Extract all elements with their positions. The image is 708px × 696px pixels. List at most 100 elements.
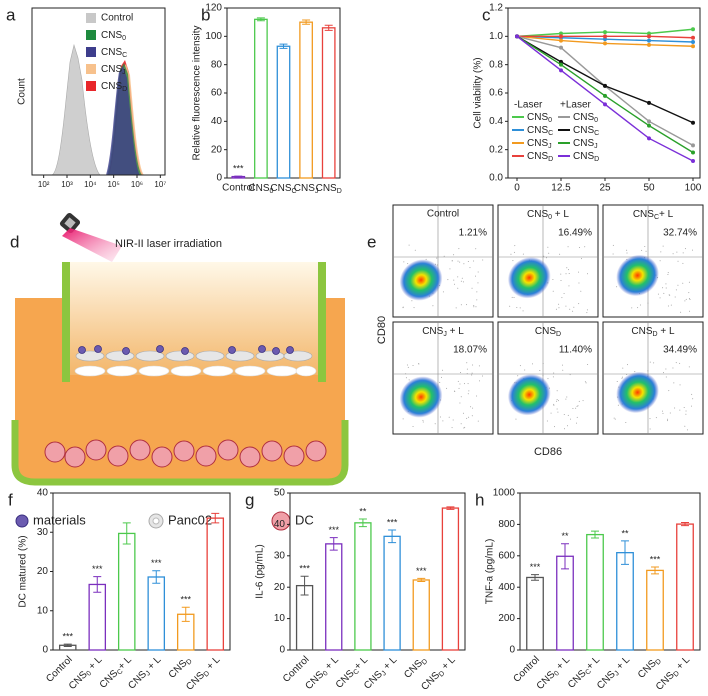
bar xyxy=(383,535,401,651)
event-dot xyxy=(553,372,555,374)
event-dot xyxy=(662,287,664,289)
event-dot xyxy=(522,253,524,255)
event-dot xyxy=(665,287,667,289)
event-dot xyxy=(412,426,414,428)
flow-title: CNSC+ L xyxy=(633,209,674,222)
event-dot xyxy=(563,293,565,295)
legend-title: +Laser xyxy=(560,100,592,111)
y-axis-label: Cell viability (%) xyxy=(473,57,484,128)
point xyxy=(603,30,607,35)
event-dot xyxy=(690,405,692,407)
plot-frame xyxy=(519,492,701,651)
x-tick-label: 10⁴ xyxy=(84,180,97,189)
event-dot xyxy=(471,374,473,376)
error-bar xyxy=(417,577,426,583)
event-dot xyxy=(572,310,574,312)
event-dot xyxy=(679,384,681,386)
x-tick-label: CNS0 + L xyxy=(67,654,106,693)
y-axis-label: IL-6 (pg/mL) xyxy=(255,544,266,598)
error-bar xyxy=(122,522,131,545)
event-dot xyxy=(481,375,483,377)
error-bar xyxy=(388,529,397,544)
y-axis-label: Relative fluorescence intensity xyxy=(192,25,203,160)
event-dot xyxy=(679,409,681,411)
point xyxy=(647,34,651,39)
point xyxy=(515,34,519,39)
event-dot xyxy=(555,308,557,310)
event-dot xyxy=(439,416,441,418)
event-dot xyxy=(455,307,457,309)
point xyxy=(691,44,695,49)
bar xyxy=(325,543,343,651)
event-dot xyxy=(662,412,664,414)
event-dot xyxy=(558,307,560,309)
event-dot xyxy=(666,420,668,422)
x-tick-label: 25 xyxy=(599,183,611,194)
y-axis-label: TNF-a (pg/mL) xyxy=(485,539,496,605)
gate-percent: 1.21% xyxy=(459,228,487,239)
x-tick-label: CNSJ + L xyxy=(126,654,165,693)
event-dot xyxy=(556,400,558,402)
event-dot xyxy=(556,399,558,401)
y-tick-label: 0 xyxy=(509,645,515,656)
event-dot xyxy=(576,416,578,418)
event-dot xyxy=(460,423,462,425)
event-dot xyxy=(443,255,445,257)
event-dot xyxy=(454,283,456,285)
event-dot xyxy=(553,403,555,405)
density xyxy=(507,257,551,299)
event-dot xyxy=(585,382,587,384)
event-dot xyxy=(469,267,471,269)
event-dot xyxy=(524,369,526,371)
error-bar xyxy=(152,570,161,584)
event-dot xyxy=(655,417,657,419)
event-dot xyxy=(466,368,468,370)
event-dot xyxy=(539,370,541,372)
significance: *** xyxy=(233,164,244,174)
event-dot xyxy=(613,417,615,419)
significance: *** xyxy=(151,558,162,568)
y-tick-label: 40 xyxy=(211,116,223,127)
event-dot xyxy=(584,246,586,248)
bar xyxy=(354,522,372,651)
event-dot xyxy=(467,383,469,385)
bar xyxy=(556,555,574,651)
significance: *** xyxy=(387,517,398,527)
y-tick-label: 40 xyxy=(274,519,286,530)
event-dot xyxy=(688,292,690,294)
x-tick-label: CNS0 + L xyxy=(535,654,574,693)
event-dot xyxy=(563,413,565,415)
event-dot xyxy=(573,306,575,308)
event-dot xyxy=(522,310,524,312)
significance: *** xyxy=(92,564,103,574)
event-dot xyxy=(519,365,521,367)
event-dot xyxy=(519,307,521,309)
event-dot xyxy=(616,380,618,382)
x-tick-label: 50 xyxy=(643,183,655,194)
event-dot xyxy=(575,422,577,424)
event-dot xyxy=(477,271,479,273)
y-tick-label: 20 xyxy=(211,144,223,155)
x-tick-label: 10⁶ xyxy=(131,180,143,189)
event-dot xyxy=(586,309,588,311)
event-dot xyxy=(562,369,564,371)
legend-label: CNSD xyxy=(101,81,127,94)
panel-letter: c xyxy=(482,5,491,24)
event-dot xyxy=(517,375,519,377)
bar xyxy=(676,523,694,651)
event-dot xyxy=(621,377,623,379)
bar xyxy=(117,532,136,651)
event-dot xyxy=(634,371,636,373)
x-tick-label: 10⁵ xyxy=(108,180,120,189)
event-dot xyxy=(670,304,672,306)
event-dot xyxy=(451,427,453,429)
event-dot xyxy=(412,365,414,367)
y-tick-label: 80 xyxy=(211,59,223,70)
point xyxy=(691,159,695,163)
event-dot xyxy=(659,297,661,299)
event-dot xyxy=(468,416,470,418)
panel-letter: a xyxy=(6,5,16,24)
point xyxy=(559,34,563,39)
event-dot xyxy=(661,410,663,412)
event-dot xyxy=(453,254,455,256)
